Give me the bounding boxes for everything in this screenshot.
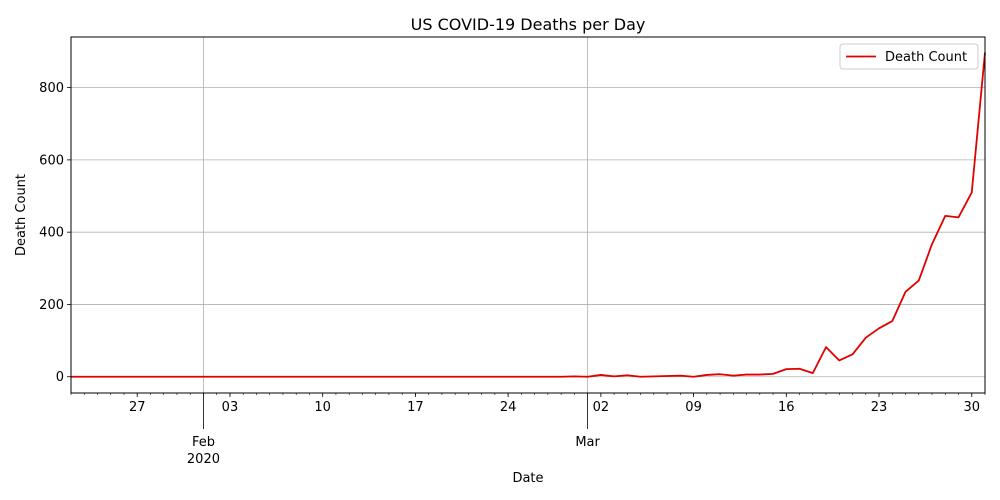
x-tick-label: 02 [593,400,610,415]
x-axis: 27 03 10 17 24 02 09 16 23 30 Feb 2020 Mar [70,393,986,467]
x-major-tick-sublabel: 2020 [187,452,220,467]
x-tick-label: 09 [685,400,702,415]
y-axis-label: Death Count [14,174,29,256]
x-tick-label: 30 [963,400,980,415]
y-tick-label: 0 [56,370,64,385]
series-line [71,52,986,378]
grid-lines [71,37,985,393]
plot-frame [70,36,986,394]
legend-label: Death Count [885,50,967,65]
x-major-tick-label: Feb [192,435,215,450]
x-tick-label: 23 [871,400,888,415]
x-tick-label: 03 [222,400,239,415]
legend: Death Count [839,43,979,70]
x-tick-label: 10 [314,400,331,415]
y-tick-label: 400 [39,226,64,241]
x-tick-label: 24 [500,400,517,415]
x-axis-label: Date [512,471,543,486]
x-tick-label: 27 [129,400,146,415]
y-axis: 0 200 400 600 800 [39,81,71,385]
legend-box [839,43,979,70]
chart-title: US COVID-19 Deaths per Day [411,15,646,34]
y-tick-label: 200 [39,298,64,313]
y-tick-label: 600 [39,153,64,168]
series-layer [71,52,986,378]
x-major-tick-label: Mar [575,435,600,450]
y-tick-label: 800 [39,81,64,96]
x-tick-label: 16 [778,400,795,415]
x-tick-label: 17 [407,400,424,415]
